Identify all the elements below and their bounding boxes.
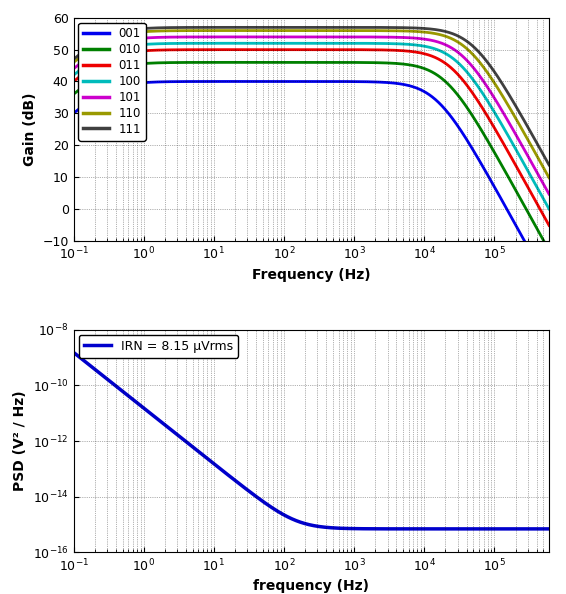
110: [70, 59, 77, 66]
Legend: IRN = 8.15 μVrms: IRN = 8.15 μVrms: [79, 334, 238, 358]
011: [153, 46, 160, 53]
Legend: 001, 010, 011, 100, 101, 110, 111: 001, 010, 011, 100, 101, 110, 111: [78, 23, 145, 141]
001: [537, 265, 543, 272]
101: [252, 33, 259, 40]
100: [70, 71, 77, 78]
Line: 100: 100: [74, 43, 549, 209]
111: [485, 60, 492, 67]
011: [125, 49, 131, 56]
011: [485, 115, 492, 122]
110: [485, 71, 492, 78]
011: [70, 78, 77, 85]
100: [546, 206, 552, 213]
101: [125, 36, 131, 43]
010: [252, 59, 259, 66]
Line: IRN = 8.15 μVrms: IRN = 8.15 μVrms: [74, 352, 549, 529]
Line: 111: 111: [74, 27, 549, 165]
Line: 101: 101: [74, 37, 549, 194]
110: [273, 27, 280, 34]
111: [153, 24, 160, 31]
IRN = 8.15 μVrms: [546, 525, 552, 532]
IRN = 8.15 μVrms: [274, 507, 281, 514]
111: [281, 24, 288, 31]
101: [546, 191, 552, 198]
001: [153, 78, 160, 86]
101: [153, 34, 160, 41]
010: [537, 230, 543, 238]
101: [537, 174, 543, 181]
100: [125, 43, 131, 50]
010: [70, 91, 77, 98]
001: [273, 78, 280, 85]
110: [546, 174, 552, 181]
101: [273, 33, 280, 40]
001: [125, 81, 131, 88]
101: [276, 33, 283, 40]
111: [537, 145, 543, 152]
111: [252, 24, 259, 31]
001: [263, 78, 270, 85]
111: [546, 162, 552, 169]
X-axis label: frequency (Hz): frequency (Hz): [254, 579, 369, 593]
010: [153, 59, 160, 67]
010: [268, 59, 275, 66]
001: [485, 173, 492, 180]
Line: 010: 010: [74, 62, 549, 251]
100: [485, 99, 492, 106]
110: [537, 157, 543, 165]
110: [279, 27, 286, 34]
001: [252, 78, 259, 85]
IRN = 8.15 μVrms: [296, 519, 303, 526]
010: [125, 62, 131, 69]
100: [252, 40, 259, 47]
010: [273, 59, 280, 66]
110: [125, 30, 131, 37]
Line: 001: 001: [74, 81, 549, 285]
111: [273, 24, 280, 31]
010: [485, 139, 492, 146]
IRN = 8.15 μVrms: [507, 525, 514, 532]
011: [537, 205, 543, 212]
011: [271, 46, 278, 53]
Line: 011: 011: [74, 50, 549, 225]
110: [252, 27, 259, 34]
Y-axis label: PSD (V² / Hz): PSD (V² / Hz): [13, 391, 27, 491]
Line: 110: 110: [74, 30, 549, 178]
011: [273, 46, 280, 53]
Y-axis label: Gain (dB): Gain (dB): [23, 93, 37, 166]
111: [70, 56, 77, 63]
001: [546, 282, 552, 289]
010: [546, 247, 552, 254]
100: [273, 40, 280, 47]
011: [546, 222, 552, 229]
111: [125, 27, 131, 34]
100: [537, 189, 543, 196]
100: [153, 40, 160, 48]
001: [70, 110, 77, 117]
IRN = 8.15 μVrms: [70, 349, 77, 356]
IRN = 8.15 μVrms: [270, 505, 277, 512]
100: [274, 40, 281, 47]
110: [153, 27, 160, 34]
101: [485, 86, 492, 93]
101: [70, 65, 77, 72]
011: [252, 46, 259, 53]
IRN = 8.15 μVrms: [415, 525, 422, 532]
X-axis label: Frequency (Hz): Frequency (Hz): [252, 267, 371, 282]
IRN = 8.15 μVrms: [531, 525, 538, 532]
